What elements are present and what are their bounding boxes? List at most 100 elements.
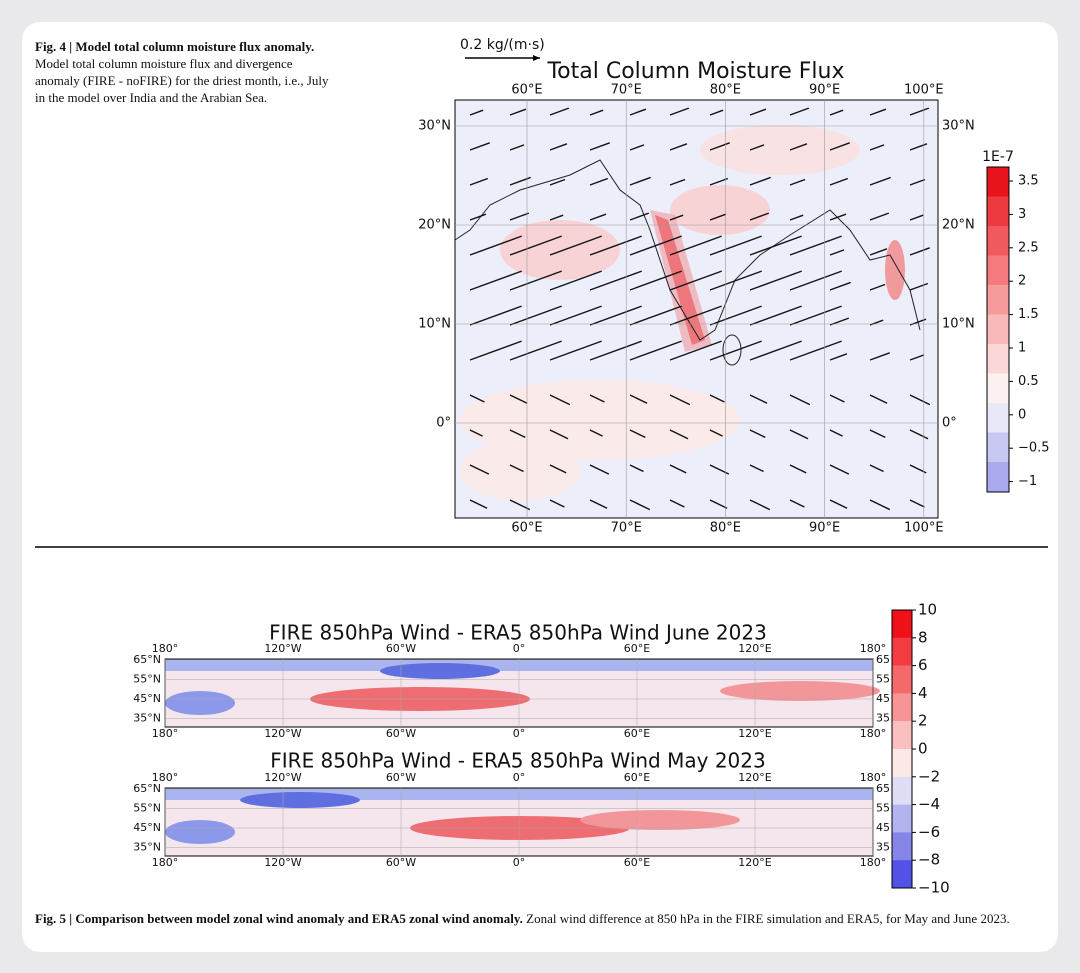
lon-label: 120°E (738, 771, 771, 784)
flux-arrow (669, 270, 722, 291)
flux-arrow (629, 340, 682, 361)
flux-arrow (589, 177, 609, 186)
flux-arrow (749, 176, 771, 186)
scale-arrowhead (533, 55, 540, 61)
flux-arrow (549, 270, 602, 291)
flux-arrow (909, 282, 929, 291)
flux-arrow (629, 144, 645, 151)
lat-label: 45 (876, 821, 890, 834)
lon-label: 120°E (738, 727, 771, 740)
flux-arrow (589, 142, 610, 151)
flux-arrow (709, 499, 728, 509)
colorbar-label: −2 (918, 767, 940, 785)
lon-label: 180° (860, 771, 887, 784)
flux-arrow (469, 109, 484, 116)
flux-arrow (709, 464, 730, 475)
flux-arrow (709, 270, 762, 291)
flux-arrow (709, 213, 727, 221)
flux-arrow (669, 305, 722, 326)
lat-label: 55°N (133, 673, 161, 686)
scale-label: 0.2 kg/(m·s) (460, 37, 545, 53)
flux-arrow (829, 394, 845, 403)
lon-label: 60°W (386, 727, 416, 740)
lat-label: 10°N (418, 317, 451, 332)
lon-label: 100°E (904, 521, 944, 536)
lon-label: 180° (152, 642, 179, 655)
lon-label: 0° (513, 856, 526, 869)
flux-arrow (669, 340, 722, 361)
colorbar-swatch (987, 373, 1009, 404)
flux-arrow (869, 212, 890, 221)
flux-arrow (589, 109, 604, 116)
flux-arrow (789, 429, 809, 440)
flux-arrow (549, 107, 570, 116)
colorbar-swatch (987, 167, 1009, 197)
lat-label: 65°N (133, 782, 161, 795)
lat-label: 30°N (418, 119, 451, 134)
lon-label: 120°W (264, 771, 301, 784)
wind-anomaly (380, 663, 500, 679)
flux-arrow (509, 499, 531, 511)
colorbar-swatch (987, 432, 1009, 463)
lat-label: 55 (876, 673, 890, 686)
wind-anomaly (165, 691, 235, 715)
flux-arrow (749, 464, 764, 473)
flux-arrow (669, 214, 684, 221)
flux-arrow (509, 144, 525, 151)
flux-arrow (469, 213, 487, 221)
lon-label: 60°E (624, 771, 650, 784)
flux-arrow (549, 214, 564, 221)
lon-label: 60°E (511, 521, 542, 536)
flux-arrow (709, 305, 762, 326)
flux-arrow (629, 270, 682, 291)
panel-title: FIRE 850hPa Wind - ERA5 850hPa Wind June… (269, 621, 767, 645)
colorbar-swatch (892, 832, 912, 861)
lat-label: 10°N (942, 317, 975, 332)
flux-arrow (749, 340, 802, 361)
lat-label: 0° (942, 416, 957, 431)
colorbar-label: −6 (918, 823, 940, 841)
flux-arrow (869, 283, 886, 291)
flux-arrow (829, 142, 850, 151)
colorbar-swatch (987, 196, 1009, 227)
caption-text: Model total column moisture flux and div… (35, 56, 329, 105)
flux-arrow (869, 108, 887, 116)
caption-text: Zonal wind difference at 850 hPa in the … (526, 911, 1010, 926)
lon-label: 0° (513, 642, 526, 655)
colorbar-label: 6 (918, 656, 928, 674)
flux-arrow (789, 235, 842, 256)
flux-arrow (629, 212, 650, 221)
panel-title: FIRE 850hPa Wind - ERA5 850hPa Wind May … (270, 749, 765, 773)
colorbar-swatch (987, 314, 1009, 345)
flux-arrow (509, 429, 526, 439)
lon-label: 60°E (624, 642, 650, 655)
lat-label: 35 (876, 712, 890, 725)
flux-arrow (629, 499, 651, 511)
flux-arrow (869, 429, 886, 439)
flux-arrow (629, 394, 648, 404)
lat-label: 35°N (133, 841, 161, 854)
colorbar-swatch (892, 610, 912, 638)
flux-arrow (669, 429, 689, 440)
colorbar-swatch (892, 860, 912, 889)
flux-arrow (869, 248, 888, 256)
flux-arrow (829, 429, 843, 437)
colorbar-label: 10 (918, 601, 937, 619)
flux-arrow (469, 394, 485, 403)
flux-arrow (909, 354, 925, 361)
flux-arrow (789, 499, 805, 508)
flux-arrow (509, 235, 562, 256)
flux-arrow (549, 340, 602, 361)
wind-anomaly (580, 810, 740, 830)
flux-arrow (869, 144, 885, 151)
flux-arrow (589, 429, 603, 437)
flux-arrow (549, 305, 602, 326)
fig4-caption: Fig. 4 | Model total column moisture flu… (35, 38, 340, 106)
colorbar-label: −0.5 (1018, 441, 1050, 456)
lon-label: 70°E (611, 521, 642, 536)
flux-arrow (669, 499, 685, 508)
colorbar-label: 8 (918, 628, 928, 646)
flux-arrow (709, 177, 729, 186)
lon-label: 180° (860, 727, 887, 740)
